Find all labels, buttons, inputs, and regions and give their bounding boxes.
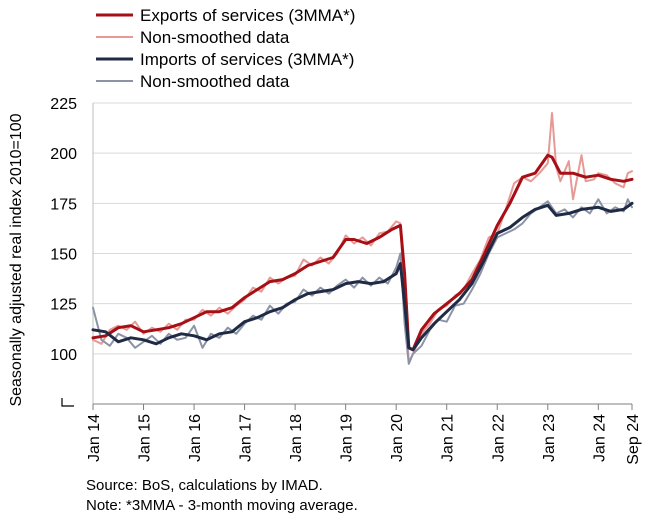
footnote: Note: *3MMA - 3-month moving average. <box>86 497 358 514</box>
x-tick-label: Jan 15 <box>137 414 154 462</box>
x-tick-label: Jan 21 <box>440 414 457 462</box>
x-tick-label: Jan 24 <box>591 414 608 462</box>
y-tick-label: 150 <box>50 247 77 264</box>
x-tick-label: Jan 14 <box>86 414 103 462</box>
y-tick-label: 125 <box>50 297 77 314</box>
legend-label: Non-smoothed data <box>140 72 290 91</box>
x-tick-label: Jan 17 <box>238 414 255 462</box>
x-tick-label: Jan 22 <box>490 414 507 462</box>
x-tick-label: Jan 20 <box>389 414 406 462</box>
y-tick-label: 100 <box>50 347 77 364</box>
y-axis-label: Seasonally adjusted real index 2010=100 <box>8 113 25 406</box>
chart-notes: Source: BoS, calculations by IMAD. Note:… <box>86 476 358 516</box>
series-line-0 <box>91 153 634 352</box>
x-tick-label: Sep 24 <box>625 414 642 465</box>
legend-label: Imports of services (3MMA*) <box>140 50 354 69</box>
series-line-2 <box>91 201 634 352</box>
x-tick-label: Jan 18 <box>288 414 305 462</box>
y-tick-label: 175 <box>50 196 77 213</box>
legend-label: Non-smoothed data <box>140 28 290 47</box>
x-tick-label: Jan 16 <box>187 414 204 462</box>
y-tick-label: 200 <box>50 146 77 163</box>
axis-break-marker <box>61 398 74 407</box>
x-tick-label: Jan 19 <box>339 414 356 462</box>
y-tick-label: 225 <box>50 96 77 113</box>
source-note: Source: BoS, calculations by IMAD. <box>86 477 323 494</box>
x-tick-label: Jan 23 <box>541 414 558 462</box>
legend-label: Exports of services (3MMA*) <box>140 6 355 25</box>
